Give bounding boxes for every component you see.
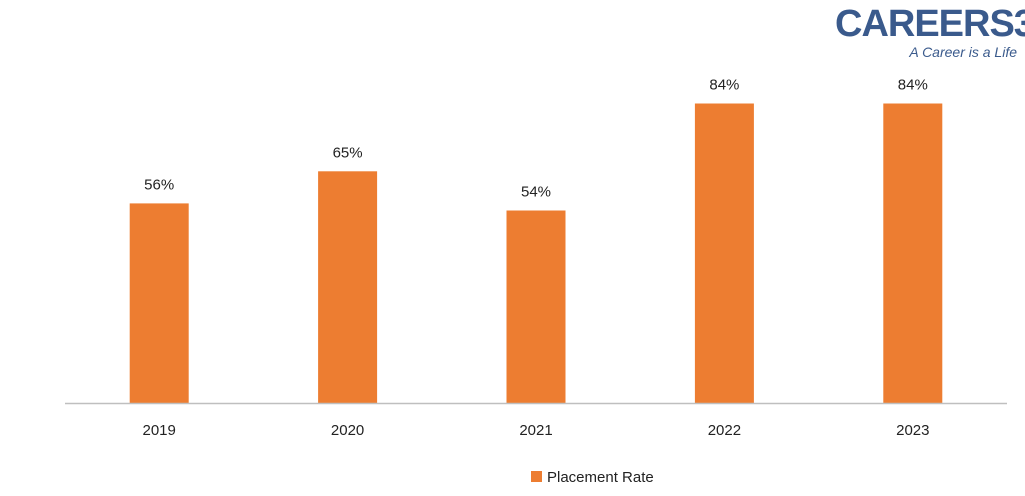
data-label-2020: 65% [333,144,363,161]
x-tick-label-2023: 2023 [896,422,929,439]
x-tick-label-2019: 2019 [143,422,176,439]
data-labels-group: 56% 65% 54% 84% 84% [144,77,928,201]
data-label-2021: 54% [521,184,551,201]
x-tick-label-2020: 2020 [331,422,364,439]
bars-group [129,103,943,403]
bar-2019 [129,203,189,403]
legend: Placement Rate [531,469,654,486]
legend-swatch [531,471,542,482]
data-label-2022: 84% [709,77,739,94]
logo-wordmark: CAREERS360 [835,3,1025,45]
data-label-2023: 84% [898,77,928,94]
x-tick-label-2022: 2022 [708,422,741,439]
data-label-2019: 56% [144,176,174,193]
careers360-logo: CAREERS360 A Career is a Life [835,3,1025,64]
bar-2022 [694,103,754,403]
bar-2023 [883,103,943,403]
x-tick-label-2021: 2021 [519,422,552,439]
bar-2021 [506,210,566,403]
logo-tagline: A Career is a Life [909,44,1017,60]
x-tick-labels-group: 2019 2020 2021 2022 2023 [143,422,930,439]
bar-2020 [318,171,378,403]
legend-label: Placement Rate [547,469,654,486]
